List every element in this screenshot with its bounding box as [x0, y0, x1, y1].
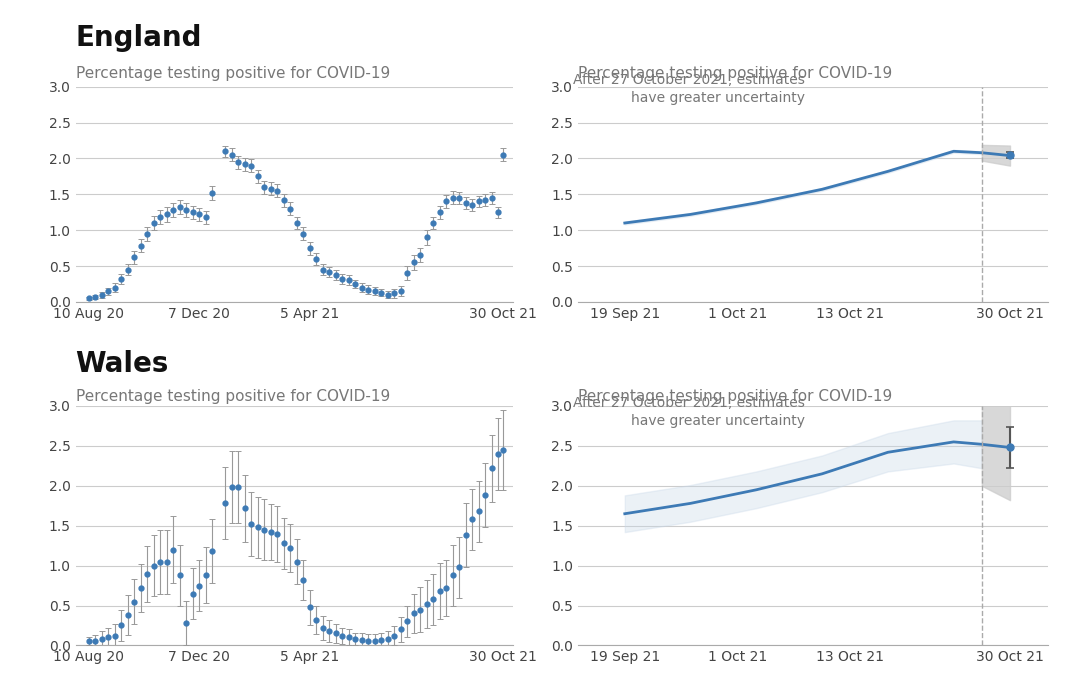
- Text: Percentage testing positive for COVID-19: Percentage testing positive for COVID-19: [76, 389, 390, 404]
- Text: Percentage testing positive for COVID-19: Percentage testing positive for COVID-19: [578, 66, 892, 81]
- Text: Wales: Wales: [76, 350, 168, 378]
- Text: After 27 October 2021, estimates
have greater uncertainty: After 27 October 2021, estimates have gr…: [572, 73, 805, 105]
- Text: After 27 October 2021, estimates
have greater uncertainty: After 27 October 2021, estimates have gr…: [572, 396, 805, 428]
- Text: Percentage testing positive for COVID-19: Percentage testing positive for COVID-19: [76, 66, 390, 81]
- Text: Percentage testing positive for COVID-19: Percentage testing positive for COVID-19: [578, 389, 892, 404]
- Text: England: England: [76, 24, 202, 52]
